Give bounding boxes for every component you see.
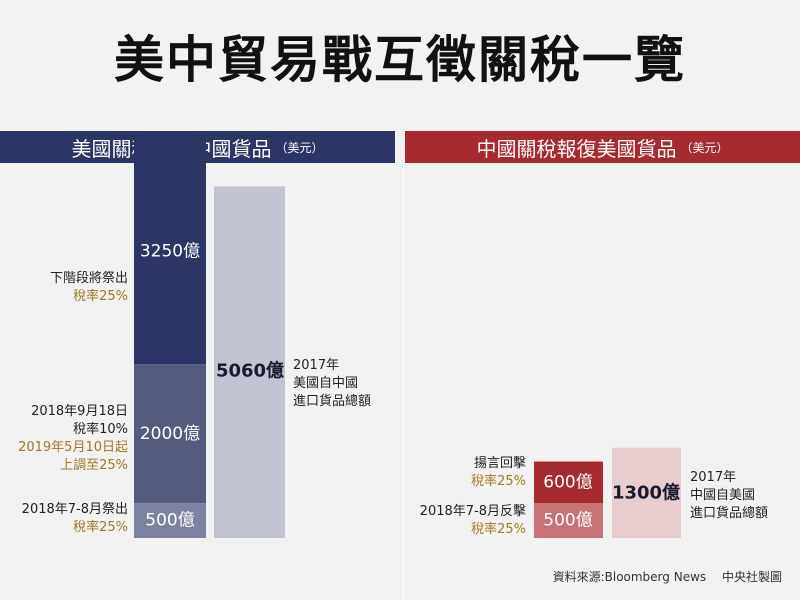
china-total-desc-2: 進口貨品總額	[690, 506, 769, 521]
credit-text: 中央社製圖	[721, 570, 782, 584]
us-bar-segment-3250	[134, 138, 206, 365]
us-bar-segment-500	[134, 503, 206, 538]
next-stage-label: 下階段將祭出	[49, 271, 128, 286]
us-bar-label-3250: 3250億	[140, 241, 200, 261]
us-total-desc-1: 美國自中國	[293, 376, 359, 391]
sep-2018-date: 2018年9月18日	[31, 404, 128, 419]
panel-divider	[403, 163, 404, 600]
china-bar-segment-500	[534, 503, 603, 538]
us-total-bar	[214, 186, 285, 538]
china-threat-label: 揚言回擊	[473, 456, 526, 471]
china-total-annotation: 2017年 中國自美國 進口貨品總額	[690, 469, 768, 523]
us-total-desc-2: 進口貨品總額	[293, 394, 372, 409]
china-total-year: 2017年	[690, 470, 737, 485]
jul-aug-2018-label: 2018年7-8月祭出	[21, 502, 128, 517]
jul-aug-2018-rate: 稅率25%	[73, 520, 128, 535]
us-bar-label-500: 500億	[145, 511, 194, 531]
china-total-label: 1300億	[612, 481, 680, 503]
us-tariffs-header-unit: （美元）	[275, 140, 324, 155]
us-total-year: 2017年	[293, 358, 340, 373]
china-jul-aug-label: 2018年7-8月反擊	[419, 504, 526, 519]
may-2019-raise-date: 2019年5月10日起	[18, 440, 128, 455]
sep-2018-rate: 稅率10%	[73, 422, 128, 437]
next-stage-rate: 稅率25%	[73, 289, 128, 304]
jul-aug-2018-annotation: 2018年7-8月祭出 稅率25%	[10, 501, 128, 537]
may-2019-raise-rate: 上調至25%	[60, 458, 128, 473]
source-text: 資料來源:Bloomberg News	[552, 570, 707, 584]
china-total-desc-1: 中國自美國	[690, 488, 756, 503]
china-jul-aug-rate: 稅率25%	[471, 522, 526, 537]
china-threat-annotation: 揚言回擊 稅率25%	[420, 455, 526, 491]
sep-2018-annotation: 2018年9月18日 稅率10% 2019年5月10日起 上調至25%	[10, 403, 128, 475]
china-bar-label-500: 500億	[543, 511, 592, 531]
page-title: 美中貿易戰互徵關稅一覽	[114, 31, 686, 89]
china-bar-segment-600	[534, 461, 603, 504]
china-tariffs-header-unit: （美元）	[680, 140, 729, 155]
china-tariffs-header-text: 中國關稅報復美國貨品	[476, 136, 677, 161]
china-bar-label-600: 600億	[543, 472, 592, 492]
china-total-bar	[612, 447, 681, 538]
us-bar-label-2000: 2000億	[140, 424, 200, 444]
us-total-annotation: 2017年 美國自中國 進口貨品總額	[293, 357, 371, 411]
next-stage-annotation: 下階段將祭出 稅率25%	[20, 270, 128, 306]
china-jul-aug-annotation: 2018年7-8月反擊 稅率25%	[405, 503, 526, 539]
us-total-label: 5060億	[216, 360, 284, 382]
us-bar-segment-2000	[134, 364, 206, 504]
china-threat-rate: 稅率25%	[471, 474, 526, 489]
china-tariffs-header: 中國關稅報復美國貨品 （美元）	[405, 131, 800, 163]
source-credit: 資料來源:Bloomberg News 中央社製圖	[553, 568, 782, 585]
